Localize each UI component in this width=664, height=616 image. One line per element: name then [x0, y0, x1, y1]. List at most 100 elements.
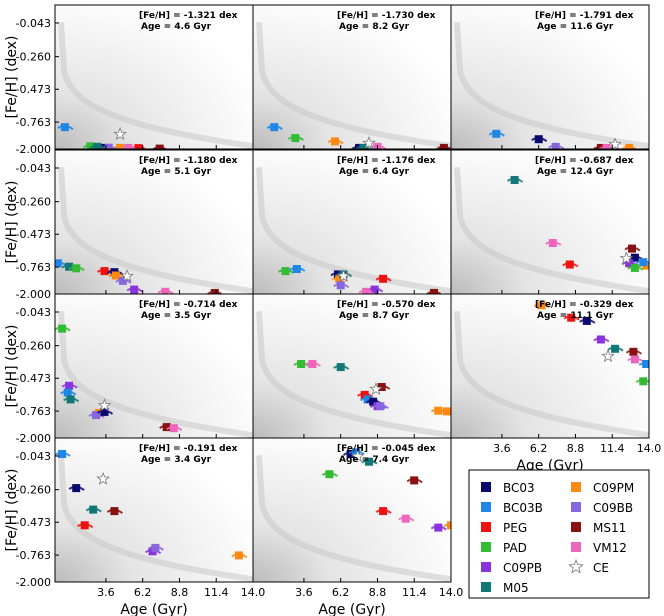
- legend-label: PAD: [503, 541, 527, 555]
- y-tick-label: -0.763: [16, 261, 51, 274]
- x-axis-label: Age (Gyr): [120, 602, 187, 616]
- density-ridge: [454, 22, 649, 149]
- marker-pad: [291, 134, 300, 143]
- x-tick-label: 14.0: [439, 586, 464, 599]
- marker-vm12: [401, 514, 410, 523]
- x-tick-label: 3.6: [493, 442, 511, 455]
- marker-c09pm: [331, 137, 339, 146]
- y-tick-label: -0.043: [16, 450, 51, 463]
- y-tick-label: -0.260: [16, 51, 51, 64]
- marker-c09bb: [92, 411, 100, 420]
- panel-feh-label: [Fe/H] = -0.714 dex: [139, 300, 238, 310]
- legend-swatch: [481, 562, 491, 572]
- marker-vm12: [548, 239, 557, 247]
- panel-feh-label: [Fe/H] = -1.180 dex: [139, 156, 238, 166]
- marker-pad: [630, 263, 639, 272]
- panel-age-label: Age = 11.1 Gyr: [537, 311, 614, 321]
- density-ridge: [58, 22, 253, 149]
- marker-pad: [86, 142, 95, 149]
- marker-bc03: [582, 316, 591, 325]
- x-tick-label: 8.8: [567, 442, 585, 455]
- marker-m05: [89, 505, 98, 514]
- marker-bc03: [100, 407, 109, 416]
- panel-age-label: Age = 7.4 Gyr: [339, 455, 410, 465]
- marker-c09pb: [434, 523, 443, 532]
- panel-feh-label: [Fe/H] = -1.321 dex: [139, 11, 238, 21]
- legend-item-vm12: VM12: [571, 541, 627, 555]
- panel-age-label: Age = 8.2 Gyr: [339, 22, 410, 32]
- legend-label: C09PM: [593, 481, 634, 495]
- marker-m05: [510, 176, 519, 184]
- panel-age-label: Age = 4.6 Gyr: [141, 22, 212, 32]
- marker-c09pm: [116, 143, 125, 149]
- panel-age-label: Age = 5.1 Gyr: [141, 167, 212, 177]
- marker-pad: [281, 267, 290, 276]
- marker-peg: [134, 144, 143, 149]
- legend-swatch: [571, 502, 581, 512]
- y-tick-label: -0.260: [16, 484, 51, 497]
- marker-vm12: [161, 287, 170, 294]
- marker-c09pb: [130, 285, 139, 294]
- y-tick-label: -0.260: [16, 340, 51, 353]
- marker-ms11: [110, 507, 119, 516]
- legend-item-bc03b: BC03B: [481, 501, 543, 515]
- y-tick-label: -0.473: [16, 372, 51, 385]
- marker-ce-star: [608, 137, 622, 149]
- marker-bc03b: [352, 448, 361, 457]
- marker-c09pb: [65, 381, 74, 390]
- panel-frame: [450, 4, 650, 150]
- y-tick-label: -0.473: [16, 516, 51, 529]
- panel-age-label: Age = 3.5 Gyr: [141, 311, 212, 321]
- x-tick-label: 11.4: [600, 442, 625, 455]
- marker-pad: [325, 470, 334, 479]
- marker-ce-star: [120, 268, 134, 282]
- x-axis-label: Age (Gyr): [318, 602, 385, 616]
- panel-age-label: Age = 12.4 Gyr: [537, 167, 614, 177]
- marker-c09pb: [370, 285, 379, 294]
- legend-swatch: [481, 542, 491, 552]
- y-axis-label: [Fe/H] (dex): [4, 325, 20, 408]
- legend-swatch: [571, 482, 581, 492]
- legend-label: C09PB: [503, 561, 542, 575]
- y-axis-label: [Fe/H] (dex): [4, 36, 20, 119]
- legend-label: M05: [503, 581, 529, 595]
- density-ridge: [256, 22, 451, 149]
- legend-label: MS11: [593, 521, 626, 535]
- marker-c09pm: [234, 551, 243, 560]
- legend-label: VM12: [593, 541, 627, 555]
- legend-label: CE: [593, 561, 609, 575]
- y-tick-label: -0.043: [16, 162, 51, 175]
- marker-vm12: [308, 360, 317, 368]
- marker-peg: [360, 390, 369, 399]
- marker-peg: [379, 507, 388, 516]
- marker-bc03: [72, 484, 81, 493]
- y-tick-label: -2.000: [16, 576, 51, 589]
- density-ridge: [454, 311, 649, 438]
- x-tick-label: 14.0: [637, 442, 662, 455]
- panel-feh-label: [Fe/H] = -1.791 dex: [535, 11, 634, 21]
- marker-c09bb: [336, 281, 345, 290]
- density-ridge: [58, 167, 253, 294]
- legend: BC03 BC03B PEG PAD C09PB M05 C09PM C09BB MS11 VM1…: [468, 469, 650, 599]
- panel-frame: [252, 437, 452, 583]
- marker-c09bb: [151, 543, 160, 552]
- marker-bc03b: [492, 129, 501, 138]
- marker-bc03b: [639, 258, 648, 267]
- marker-bc03b: [58, 450, 67, 458]
- marker-c09pm: [625, 143, 634, 149]
- x-tick-label: 3.6: [97, 586, 115, 599]
- marker-pad: [72, 264, 81, 273]
- marker-c09bb: [104, 143, 113, 149]
- marker-c09pm: [111, 271, 120, 280]
- legend-swatch: [481, 582, 491, 592]
- legend-label: BC03: [503, 481, 535, 495]
- density-ridge: [256, 311, 451, 438]
- marker-ms11: [430, 288, 438, 294]
